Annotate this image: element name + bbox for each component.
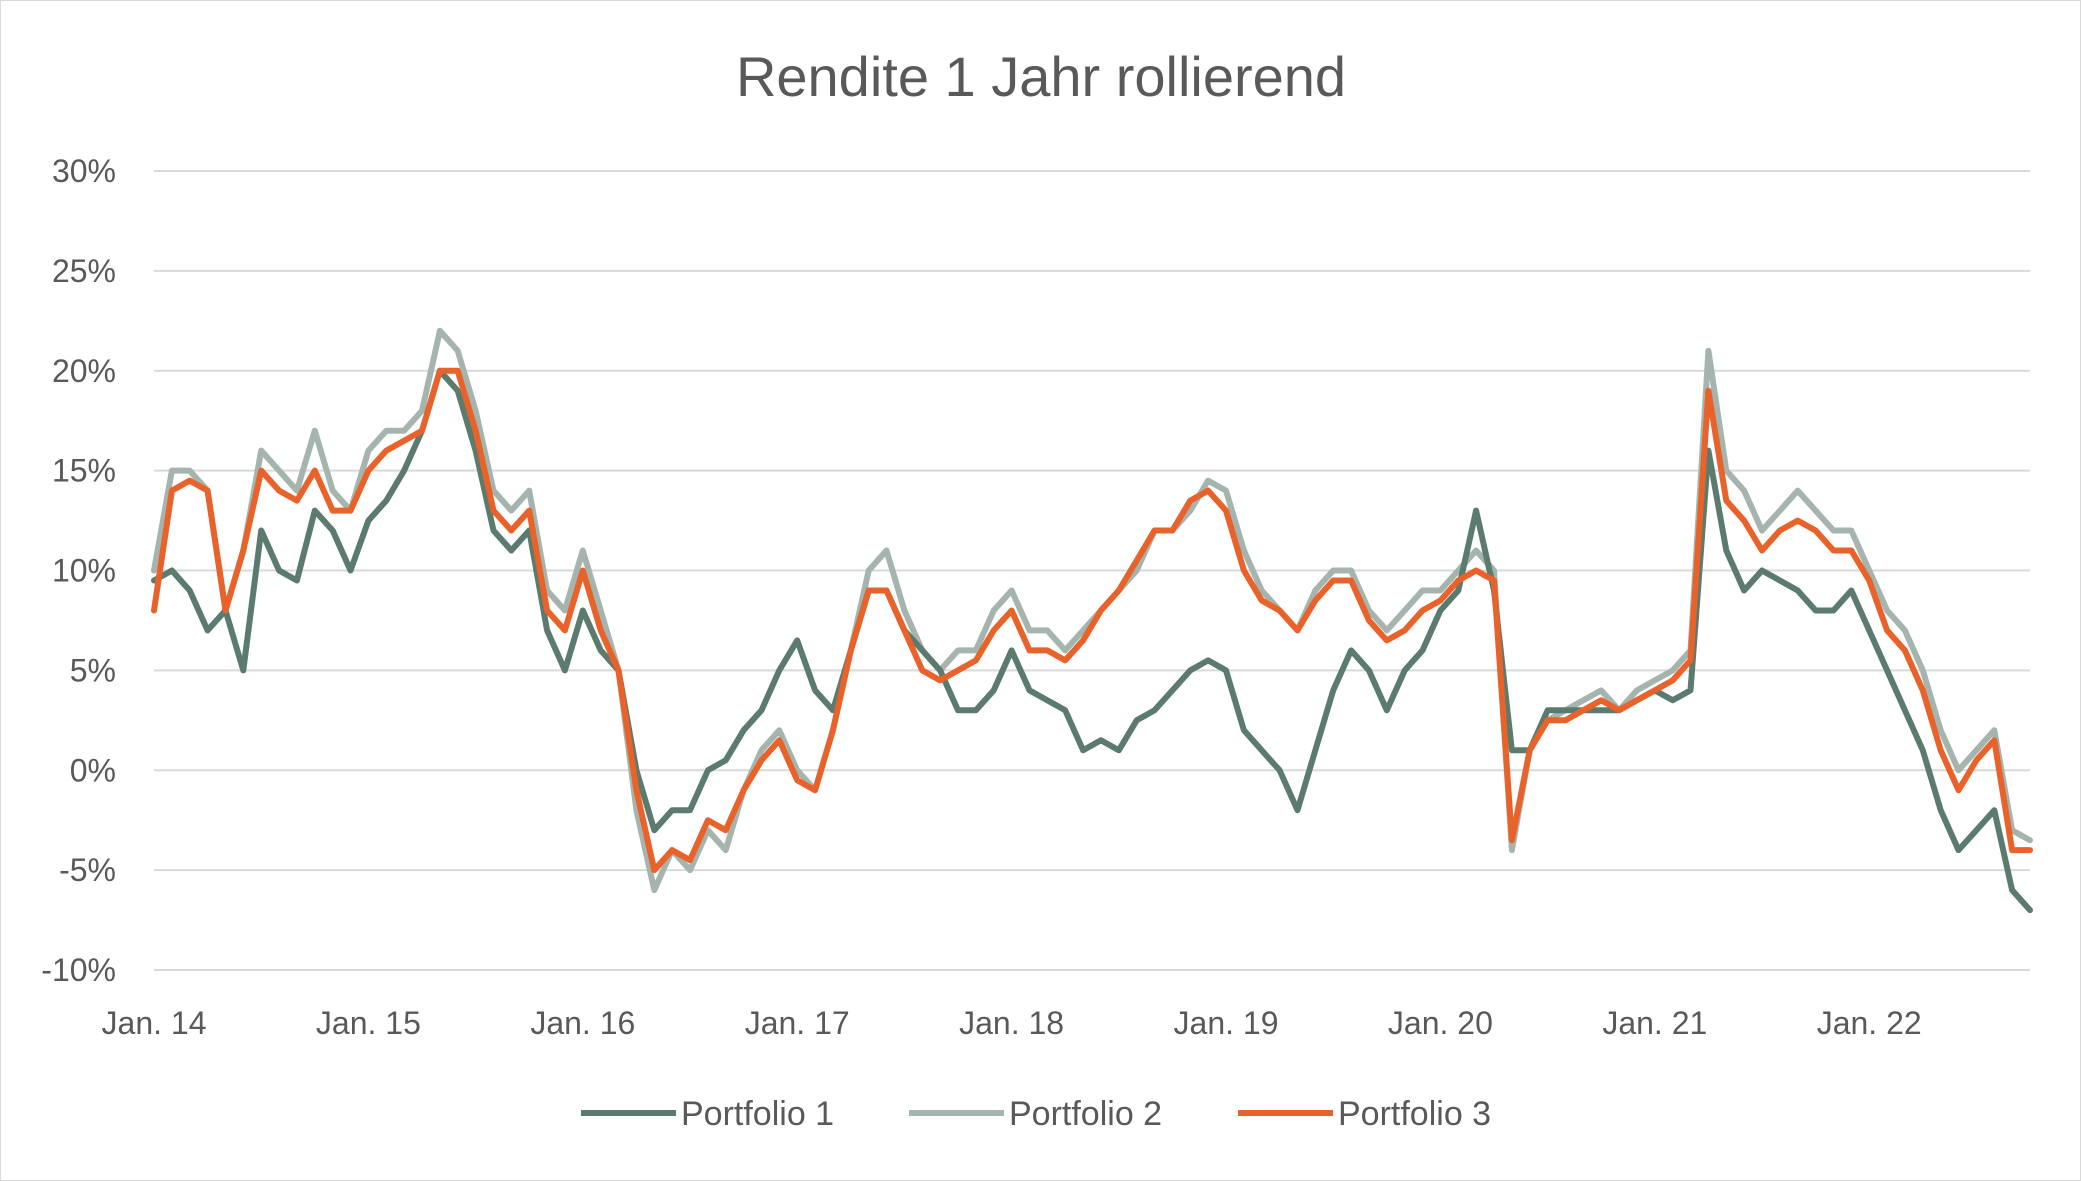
y-tick-label: 15% — [52, 453, 116, 489]
y-tick-label: 5% — [70, 652, 116, 688]
x-tick-label: Jan. 14 — [102, 1005, 207, 1041]
legend-label: Portfolio 2 — [1009, 1095, 1162, 1133]
x-tick-label: Jan. 22 — [1817, 1005, 1922, 1041]
x-tick-label: Jan. 21 — [1602, 1005, 1707, 1041]
y-axis-tick-labels: -10% -5% 0% 5% 10% 15% 20% 25% 30% — [41, 153, 116, 988]
x-tick-label: Jan. 19 — [1174, 1005, 1279, 1041]
series-line-portfolio-3 — [151, 367, 2033, 874]
y-tick-label: -5% — [59, 852, 116, 888]
y-tick-label: 25% — [52, 253, 116, 289]
y-tick-label: 20% — [52, 353, 116, 389]
legend-item-portfolio-2: Portfolio 2 — [909, 1095, 1162, 1133]
legend-item-portfolio-3: Portfolio 3 — [1238, 1095, 1491, 1133]
y-tick-label: 30% — [52, 153, 116, 189]
x-tick-label: Jan. 18 — [959, 1005, 1064, 1041]
x-tick-label: Jan. 17 — [745, 1005, 850, 1041]
chart-title: Rendite 1 Jahr rollierend — [736, 45, 1346, 108]
x-tick-label: Jan. 16 — [530, 1005, 635, 1041]
series-lines — [151, 327, 2033, 914]
y-tick-label: -10% — [41, 952, 116, 988]
legend: Portfolio 1 Portfolio 2 Portfolio 3 — [581, 1095, 1491, 1133]
legend-label: Portfolio 3 — [1338, 1095, 1491, 1133]
legend-item-portfolio-1: Portfolio 1 — [581, 1095, 834, 1133]
x-axis-tick-labels: Jan. 14 Jan. 15 Jan. 16 Jan. 17 Jan. 18 Jan. … — [102, 1005, 1922, 1041]
series-line-portfolio-2 — [151, 327, 2033, 894]
x-tick-label: Jan. 15 — [316, 1005, 421, 1041]
x-tick-label: Jan. 20 — [1388, 1005, 1493, 1041]
y-tick-label: 0% — [70, 752, 116, 788]
legend-label: Portfolio 1 — [681, 1095, 834, 1133]
series-line-portfolio-1 — [151, 367, 2033, 914]
y-tick-label: 10% — [52, 553, 116, 589]
gridlines — [154, 170, 2030, 971]
